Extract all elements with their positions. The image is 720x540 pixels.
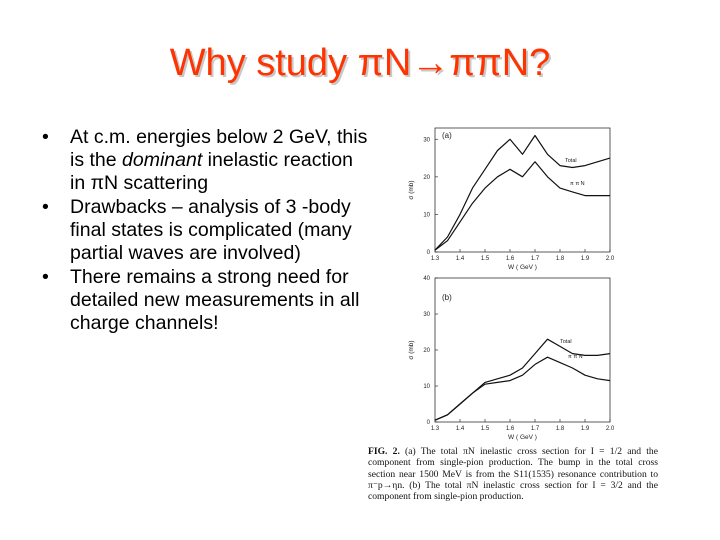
series-label: Total	[560, 339, 572, 345]
y-tick-label: 30	[423, 312, 430, 318]
series-line-total	[434, 338, 611, 421]
panel-label: (b)	[442, 293, 452, 302]
bullet-item: • At c.m. energies below 2 GeV, this is …	[28, 126, 368, 195]
plot-frame	[434, 277, 611, 423]
y-tick-label: 20	[423, 348, 430, 354]
bullet-item: • Drawbacks – analysis of 3 -body final …	[28, 196, 368, 265]
x-axis-label: W ( GeV )	[508, 434, 537, 441]
bullet-text: inelastic reaction in πN scattering	[70, 149, 353, 194]
cross-section-figure: 1.3 1.4 1.5 1.6 1.7 1.8 1.9 2.0 0 10 20 30 W ( GeV )…	[385, 100, 645, 445]
y-tick-label: 20	[423, 175, 430, 181]
x-tick-label: 2.0	[606, 426, 615, 432]
bullet-text: Drawbacks – analysis of 3 -body final st…	[70, 196, 352, 264]
series-line-pipin	[434, 161, 610, 251]
y-axis-label: σ (mb)	[408, 180, 415, 199]
bullet-list: • At c.m. energies below 2 GeV, this is …	[28, 126, 368, 336]
x-axis-label: W ( GeV )	[508, 264, 537, 271]
series-label: π π N	[568, 354, 583, 360]
series-label: π π N	[570, 181, 585, 187]
x-tick-label: 1.6	[506, 426, 515, 432]
caption-text: (a) The total πN inelastic cross section…	[368, 446, 658, 503]
bullet-emphasis: dominant	[122, 149, 203, 171]
x-tick-label: 1.7	[531, 256, 540, 262]
x-tick-label: 1.5	[481, 426, 490, 432]
y-tick-label: 40	[423, 276, 430, 282]
x-tick-label: 1.5	[481, 256, 490, 262]
figure-svg: 1.3 1.4 1.5 1.6 1.7 1.8 1.9 2.0 0 10 20 30 W ( GeV )…	[408, 127, 615, 441]
bullet-item: • There remains a strong need for detail…	[28, 266, 368, 335]
y-tick-label: 0	[427, 250, 431, 256]
x-tick-label: 2.0	[606, 256, 615, 262]
series-label: Total	[565, 158, 577, 164]
y-axis-label: σ (mb)	[408, 340, 415, 359]
y-tick-label: 10	[423, 384, 430, 390]
y-tick-label: 30	[423, 137, 430, 143]
bullet-marker: •	[42, 266, 49, 288]
x-tick-label: 1.4	[456, 256, 465, 262]
series-line-pipin	[434, 356, 611, 421]
panel-label: (a)	[442, 131, 452, 140]
plot-frame	[434, 127, 611, 253]
x-tick-label: 1.6	[506, 256, 515, 262]
caption-label: FIG. 2.	[368, 446, 400, 457]
x-tick-label: 1.8	[556, 256, 565, 262]
series-line-total	[434, 134, 611, 251]
figure-caption: FIG. 2. (a) The total πN inelastic cross…	[368, 446, 658, 502]
x-tick-label: 1.3	[431, 256, 440, 262]
y-tick-label: 0	[427, 420, 431, 426]
x-tick-label: 1.8	[556, 426, 565, 432]
x-tick-label: 1.9	[581, 256, 590, 262]
slide-title: Why study πN→ππN?	[169, 42, 551, 84]
x-tick-label: 1.7	[531, 426, 540, 432]
bullet-text: At c.m. energies below 2 GeV, this is th…	[70, 126, 368, 171]
y-tick-label: 10	[423, 212, 430, 218]
x-tick-label: 1.4	[456, 426, 465, 432]
x-tick-label: 1.3	[431, 426, 440, 432]
bullet-marker: •	[42, 196, 49, 218]
x-tick-label: 1.9	[581, 426, 590, 432]
bullet-text: There remains a strong need for detailed…	[70, 266, 360, 334]
bullet-marker: •	[42, 126, 49, 148]
